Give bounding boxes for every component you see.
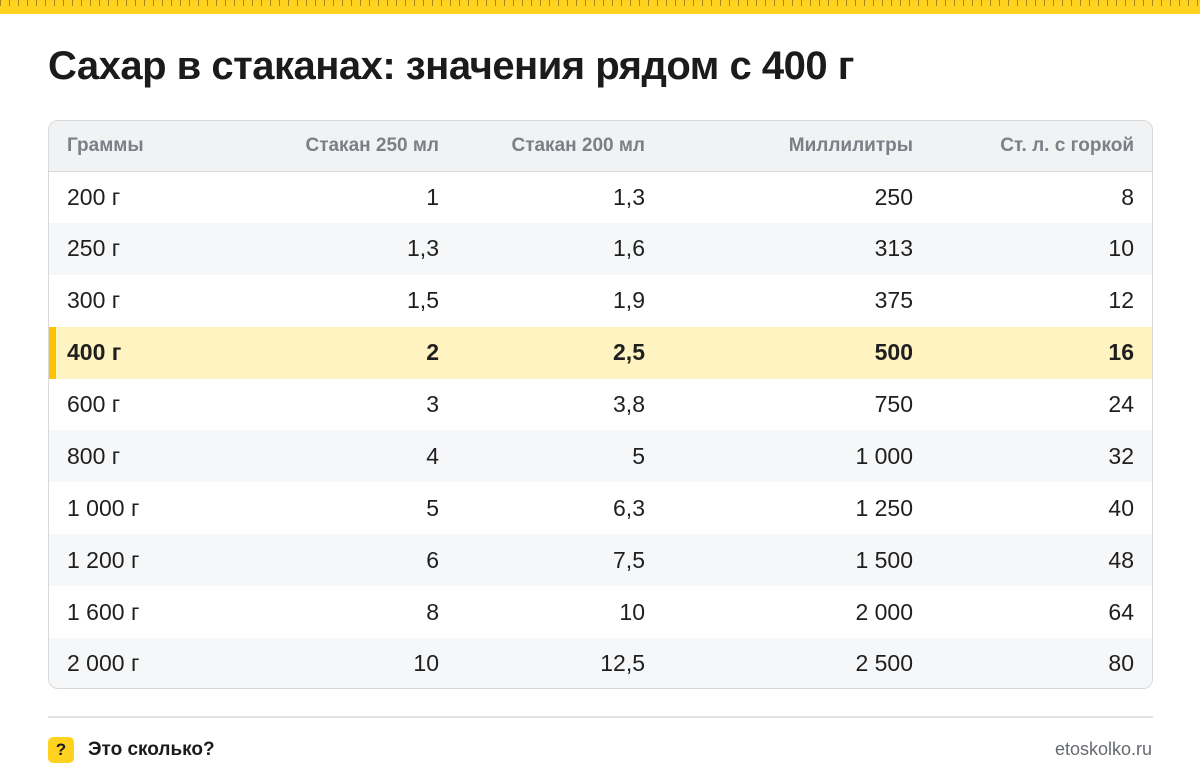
column-header-grams: Граммы — [67, 134, 144, 156]
cell-tablespoons: 10 — [1108, 235, 1134, 262]
brand-name: Это сколько? — [88, 739, 215, 760]
cell-grams: 2 000 г — [67, 650, 140, 677]
table-row: 600 г 3 3,8 750 24 — [49, 378, 1152, 431]
table-header-row: Граммы Стакан 250 мл Стакан 200 мл Милли… — [49, 121, 1152, 171]
cell-glass-200: 10 — [619, 598, 645, 625]
sugar-table: Граммы Стакан 250 мл Стакан 200 мл Милли… — [49, 121, 1152, 688]
table-row: 1 000 г 5 6,3 1 250 40 — [49, 482, 1152, 535]
cell-tablespoons: 80 — [1108, 650, 1134, 677]
cell-glass-250: 4 — [426, 442, 439, 469]
cell-glass-200: 1,3 — [613, 183, 645, 210]
table-row-highlighted: 400 г 2 2,5 500 16 — [49, 326, 1152, 379]
cell-milliliters: 250 — [874, 183, 913, 210]
table-row: 1 600 г 8 10 2 000 64 — [49, 586, 1152, 639]
cell-glass-200: 5 — [632, 442, 645, 469]
question-mark-icon: ? — [48, 737, 74, 763]
cell-glass-200: 7,5 — [613, 546, 645, 573]
cell-glass-250: 3 — [426, 391, 439, 417]
cell-grams: 200 г — [67, 183, 121, 210]
cell-milliliters: 500 — [874, 339, 913, 366]
cell-glass-250: 1 — [426, 183, 439, 210]
cell-tablespoons: 8 — [1121, 183, 1134, 210]
cell-grams: 300 г — [67, 287, 121, 314]
column-header-glass-200: Стакан 200 мл — [511, 134, 645, 156]
cell-glass-200: 2,5 — [613, 339, 645, 366]
cell-glass-250: 2 — [426, 339, 439, 366]
cell-glass-250: 10 — [413, 650, 439, 677]
cell-glass-250: 5 — [426, 494, 439, 521]
table-row: 1 200 г 6 7,5 1 500 48 — [49, 534, 1152, 587]
cell-grams: 400 г — [49, 327, 249, 379]
cell-glass-200: 12,5 — [600, 650, 645, 677]
cell-glass-250: 8 — [426, 598, 439, 625]
cell-glass-200: 1,6 — [613, 235, 645, 262]
table-row: 250 г 1,3 1,6 313 10 — [49, 222, 1152, 275]
cell-milliliters: 375 — [874, 287, 913, 314]
site-url: etoskolko.ru — [1054, 739, 1152, 759]
cell-milliliters: 2 500 — [855, 650, 913, 677]
page-title: Сахар в стаканах: значения рядом с 400 г — [48, 44, 854, 88]
ruler-ticks — [0, 0, 1200, 14]
cell-grams: 250 г — [67, 235, 121, 262]
cell-grams: 1 200 г — [67, 546, 140, 573]
cell-glass-200: 1,9 — [613, 287, 645, 314]
cell-milliliters: 2 000 — [855, 598, 913, 625]
cell-glass-250: 6 — [426, 546, 439, 573]
conversion-table: Граммы Стакан 250 мл Стакан 200 мл Милли… — [48, 120, 1153, 689]
cell-tablespoons: 64 — [1108, 598, 1134, 625]
cell-milliliters: 1 250 — [855, 494, 913, 521]
footer-divider — [48, 716, 1153, 718]
cell-glass-200: 3,8 — [613, 391, 645, 417]
cell-grams: 1 000 г — [67, 494, 140, 521]
table-row: 300 г 1,5 1,9 375 12 — [49, 274, 1152, 327]
cell-grams: 800 г — [67, 442, 121, 469]
cell-tablespoons: 48 — [1108, 546, 1134, 573]
table-row: 800 г 4 5 1 000 32 — [49, 430, 1152, 483]
cell-grams: 1 600 г — [67, 598, 140, 625]
top-ruler-band — [0, 0, 1200, 14]
cell-milliliters: 1 500 — [855, 546, 913, 573]
cell-milliliters: 1 000 — [855, 442, 913, 469]
cell-tablespoons: 32 — [1108, 442, 1134, 469]
column-header-milliliters: Миллилитры — [788, 134, 913, 156]
cell-tablespoons: 12 — [1108, 287, 1134, 314]
table-row: 2 000 г 10 12,5 2 500 80 — [49, 638, 1152, 688]
cell-tablespoons: 40 — [1108, 494, 1134, 521]
cell-milliliters: 313 — [874, 235, 913, 262]
cell-glass-250: 1,5 — [407, 287, 439, 314]
column-header-tablespoons: Ст. л. с горкой — [1000, 134, 1134, 156]
cell-grams: 600 г — [67, 391, 121, 417]
cell-tablespoons: 16 — [1108, 339, 1134, 366]
column-header-glass-250: Стакан 250 мл — [305, 134, 439, 156]
cell-milliliters: 750 — [874, 391, 913, 417]
cell-tablespoons: 24 — [1108, 391, 1134, 417]
table-row: 200 г 1 1,3 250 8 — [49, 171, 1152, 223]
cell-glass-200: 6,3 — [613, 494, 645, 521]
footer-brand: ? Это сколько? — [48, 737, 215, 763]
cell-glass-250: 1,3 — [407, 235, 439, 262]
